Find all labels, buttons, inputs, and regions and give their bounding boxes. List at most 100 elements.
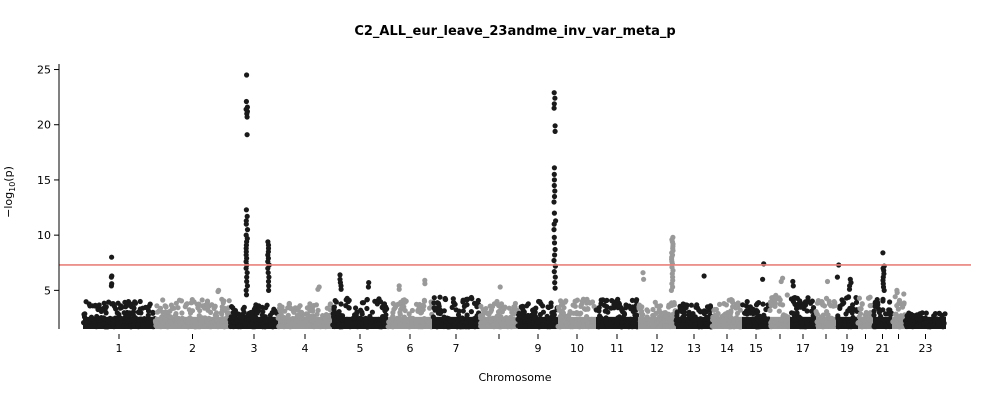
snp-point <box>776 308 782 314</box>
peak-point <box>551 101 557 107</box>
snp-point <box>682 322 689 328</box>
snp-point <box>832 303 838 309</box>
snp-point <box>856 314 862 320</box>
snp-point <box>367 315 373 321</box>
snp-point <box>330 322 336 328</box>
snp-point <box>630 321 636 327</box>
peak-point <box>396 286 402 292</box>
snp-point <box>324 305 330 311</box>
snp-point <box>634 297 640 303</box>
snp-point <box>394 315 400 321</box>
snp-point <box>555 305 562 311</box>
snp-point <box>837 319 843 325</box>
snp-point <box>172 321 178 327</box>
snp-point <box>159 314 165 320</box>
snp-point <box>171 305 177 311</box>
peak-point <box>244 270 250 276</box>
snp-point <box>589 299 596 305</box>
peak-point <box>551 171 557 177</box>
snp-point <box>619 309 626 315</box>
snp-point <box>291 309 297 315</box>
snp-point <box>771 294 777 300</box>
snp-point <box>396 321 402 327</box>
peak-point <box>551 199 557 205</box>
snp-point <box>332 298 338 304</box>
snp-point <box>778 322 785 329</box>
snp-point <box>330 311 336 317</box>
snp-point <box>441 314 447 320</box>
snp-point <box>608 305 614 311</box>
snp-point <box>314 311 320 317</box>
snp-point <box>863 309 869 316</box>
snp-point <box>185 324 191 330</box>
snp-point <box>936 310 943 317</box>
peak-point <box>641 276 647 282</box>
snp-point <box>406 311 412 317</box>
snp-point <box>499 322 505 328</box>
y-axis-ticks: 5 10 15 20 25 <box>37 64 59 297</box>
snp-point <box>799 320 805 326</box>
y-axis-label-tail: (p) <box>2 166 15 182</box>
snp-point <box>478 303 484 309</box>
snp-point <box>656 307 662 313</box>
x-tick-label: 5 <box>357 342 364 355</box>
snp-point <box>450 299 457 305</box>
peak-point <box>790 283 796 289</box>
snp-point <box>364 297 370 303</box>
snp-point <box>783 313 789 319</box>
snp-point <box>558 322 564 328</box>
snp-point <box>214 313 220 319</box>
snp-point <box>926 323 933 329</box>
snp-point <box>434 324 440 330</box>
peak-point <box>551 234 557 240</box>
peak-point <box>668 287 675 293</box>
peak-point <box>315 286 321 292</box>
snp-point <box>652 299 658 305</box>
snp-point <box>603 315 609 321</box>
peak-point <box>551 257 557 264</box>
snp-point <box>437 294 443 300</box>
peak-point <box>552 285 558 291</box>
snp-point <box>769 318 775 324</box>
snp-point <box>384 306 390 312</box>
snp-point <box>885 311 891 317</box>
snp-point <box>580 317 586 324</box>
snp-point <box>118 315 124 321</box>
snp-point <box>364 305 370 312</box>
peak-point <box>266 274 272 280</box>
snp-point <box>797 299 803 305</box>
snp-point <box>416 306 422 312</box>
snp-point <box>626 303 632 309</box>
peak-point <box>244 132 250 138</box>
snp-point <box>579 301 585 307</box>
snp-point <box>369 309 375 315</box>
snp-point <box>399 304 405 310</box>
snp-point <box>744 299 750 305</box>
snp-point <box>877 321 884 327</box>
x-tick-label: 1 <box>116 342 123 355</box>
snp-point <box>128 301 134 307</box>
snp-point <box>756 313 763 319</box>
snp-point <box>728 308 734 314</box>
snp-point <box>940 316 946 323</box>
peak-point <box>338 286 344 292</box>
snp-point <box>871 312 877 318</box>
snp-point <box>189 297 195 303</box>
snp-point <box>731 324 737 330</box>
snp-point <box>704 309 710 315</box>
peak-point <box>551 193 558 200</box>
snp-point <box>249 309 255 315</box>
snp-point <box>717 301 723 307</box>
snp-point <box>199 297 205 303</box>
snp-point <box>83 322 90 328</box>
snp-point <box>113 306 119 312</box>
snp-point <box>408 319 415 325</box>
snp-point <box>352 320 358 326</box>
peak-point <box>551 165 558 171</box>
snp-point <box>661 310 667 316</box>
snp-point <box>344 316 350 322</box>
snp-point <box>275 315 281 321</box>
snp-point <box>805 295 811 301</box>
snp-point <box>491 315 497 321</box>
snp-point <box>306 322 312 328</box>
